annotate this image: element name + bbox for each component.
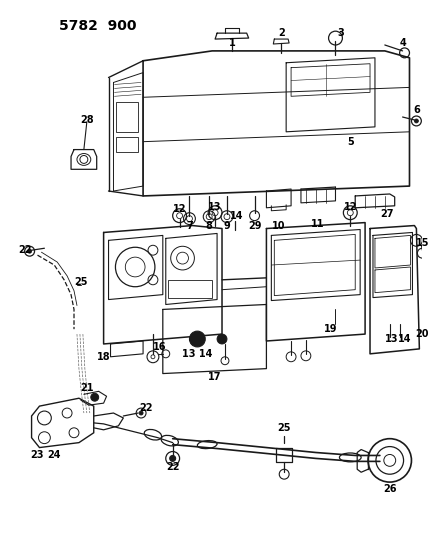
Text: 13: 13 xyxy=(208,202,222,212)
Text: 2: 2 xyxy=(278,28,285,38)
Text: 12: 12 xyxy=(173,204,186,214)
Text: 28: 28 xyxy=(80,115,94,125)
Text: 17: 17 xyxy=(208,372,222,382)
Text: 25: 25 xyxy=(277,423,291,433)
Text: 22: 22 xyxy=(166,462,179,472)
Text: 15: 15 xyxy=(416,238,428,248)
Text: 12: 12 xyxy=(344,202,357,212)
Text: 21: 21 xyxy=(80,383,94,393)
Text: 24: 24 xyxy=(48,450,61,461)
Circle shape xyxy=(139,411,143,415)
Polygon shape xyxy=(32,398,94,448)
Text: 16: 16 xyxy=(153,342,166,352)
Text: 1: 1 xyxy=(229,38,235,48)
Text: 11: 11 xyxy=(311,219,324,229)
Circle shape xyxy=(414,119,419,123)
Text: 18: 18 xyxy=(97,352,110,362)
Bar xyxy=(116,137,138,151)
Text: 20: 20 xyxy=(416,329,428,339)
Text: 7: 7 xyxy=(186,221,193,231)
Text: 14: 14 xyxy=(230,211,244,221)
Circle shape xyxy=(217,334,227,344)
Text: 5782  900: 5782 900 xyxy=(59,19,137,34)
Text: 5: 5 xyxy=(347,136,354,147)
Text: 4: 4 xyxy=(399,38,406,48)
Text: 10: 10 xyxy=(271,221,285,231)
Text: 22: 22 xyxy=(139,403,153,413)
Bar xyxy=(116,102,138,132)
Text: 19: 19 xyxy=(324,324,337,334)
Text: 14: 14 xyxy=(398,334,411,344)
Text: 22: 22 xyxy=(18,245,31,255)
Circle shape xyxy=(91,393,99,401)
Text: 6: 6 xyxy=(413,105,420,115)
Text: 27: 27 xyxy=(380,209,394,219)
Text: 26: 26 xyxy=(383,484,396,494)
Text: 8: 8 xyxy=(206,221,213,231)
Text: 13 14: 13 14 xyxy=(182,349,213,359)
Circle shape xyxy=(28,249,32,253)
Text: 3: 3 xyxy=(337,28,344,38)
Bar xyxy=(168,280,212,297)
Text: 25: 25 xyxy=(74,277,88,287)
Text: 29: 29 xyxy=(248,221,262,231)
Circle shape xyxy=(190,331,205,347)
Text: 9: 9 xyxy=(223,221,230,231)
Circle shape xyxy=(170,456,175,462)
Text: 23: 23 xyxy=(31,450,44,461)
Text: 13: 13 xyxy=(385,334,398,344)
